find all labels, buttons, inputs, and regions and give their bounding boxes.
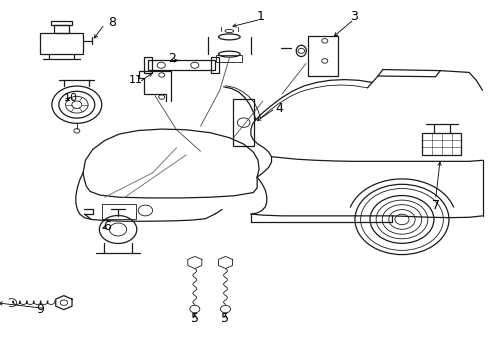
Bar (216, 55, 242, 62)
Text: 7: 7 (431, 199, 439, 212)
Bar (307, 36, 338, 76)
Text: 4: 4 (275, 102, 283, 115)
Bar (233, 99, 254, 146)
Bar (147, 60, 215, 70)
Text: 8: 8 (108, 16, 116, 29)
Text: 3: 3 (349, 10, 357, 23)
Text: 10: 10 (64, 93, 78, 103)
Bar (0, 299, 1, 307)
Text: 5: 5 (190, 311, 199, 324)
Text: 6: 6 (103, 220, 111, 233)
Text: 11: 11 (128, 75, 142, 85)
Bar (421, 133, 461, 155)
Bar (54, 25, 69, 33)
Bar (51, 21, 72, 25)
Text: 5: 5 (221, 311, 229, 324)
Text: 1: 1 (256, 10, 264, 23)
Bar (102, 204, 136, 220)
Bar (210, 57, 219, 73)
Bar (40, 33, 83, 54)
Text: 9: 9 (36, 303, 44, 316)
Text: 2: 2 (167, 51, 175, 64)
Bar (143, 57, 151, 73)
